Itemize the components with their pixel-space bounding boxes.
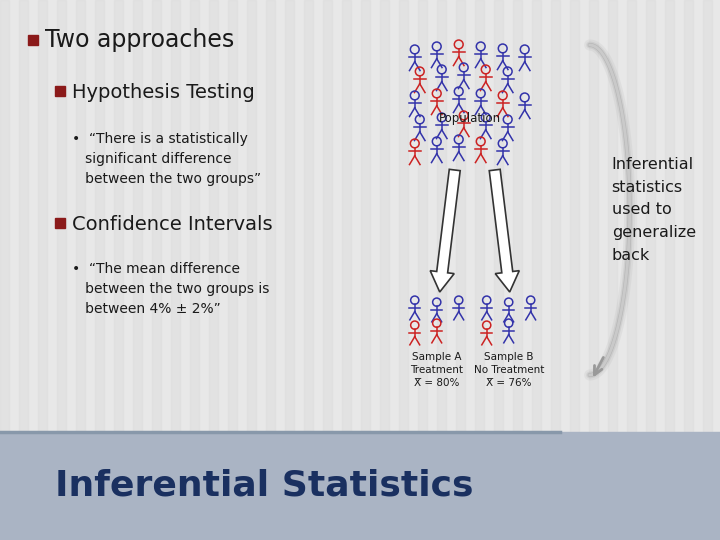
Bar <box>703 0 711 540</box>
Bar <box>55 218 65 228</box>
Polygon shape <box>430 170 460 292</box>
Bar <box>379 0 389 540</box>
Bar <box>399 0 408 540</box>
Bar <box>171 0 180 540</box>
Bar <box>513 0 522 540</box>
Polygon shape <box>490 170 519 292</box>
Bar <box>608 0 616 540</box>
Bar <box>152 0 161 540</box>
Bar <box>683 0 693 540</box>
Bar <box>570 0 579 540</box>
Bar <box>209 0 218 540</box>
Bar <box>228 0 237 540</box>
Bar <box>247 0 256 540</box>
Bar <box>38 0 47 540</box>
Bar <box>114 0 123 540</box>
Text: •  “The mean difference
   between the two groups is
   between 4% ± 2%”: • “The mean difference between the two g… <box>72 262 269 316</box>
Bar <box>342 0 351 540</box>
Bar <box>474 0 484 540</box>
Bar <box>285 0 294 540</box>
Bar <box>626 0 636 540</box>
Bar <box>456 0 464 540</box>
Text: Inferential Statistics: Inferential Statistics <box>55 469 474 503</box>
Text: Sample B
No Treatment
X̅ = 76%: Sample B No Treatment X̅ = 76% <box>474 352 544 388</box>
Bar <box>437 0 446 540</box>
Bar <box>0 432 719 540</box>
Bar <box>531 0 541 540</box>
Bar <box>551 0 559 540</box>
Bar <box>190 0 199 540</box>
Bar <box>418 0 427 540</box>
Bar <box>95 0 104 540</box>
Bar <box>304 0 312 540</box>
Bar <box>323 0 332 540</box>
Bar <box>361 0 370 540</box>
Text: Sample A
Treatment
X̅ = 80%: Sample A Treatment X̅ = 80% <box>410 352 463 388</box>
Bar <box>665 0 674 540</box>
Bar <box>589 0 598 540</box>
Bar <box>55 86 65 96</box>
Bar <box>133 0 142 540</box>
Bar <box>28 35 38 45</box>
Text: Population: Population <box>438 112 501 125</box>
Bar <box>0 0 9 540</box>
Bar <box>266 0 275 540</box>
Text: Inferential
statistics
used to
generalize
back: Inferential statistics used to generaliz… <box>611 157 696 263</box>
Bar <box>19 0 28 540</box>
Bar <box>76 0 85 540</box>
Bar <box>646 0 654 540</box>
Text: •  “There is a statistically
   significant difference
   between the two groups: • “There is a statistically significant … <box>72 132 261 186</box>
Text: Two approaches: Two approaches <box>45 28 234 52</box>
Text: Confidence Intervals: Confidence Intervals <box>72 214 273 233</box>
Bar <box>494 0 503 540</box>
Text: Hypothesis Testing: Hypothesis Testing <box>72 83 255 102</box>
Bar <box>57 0 66 540</box>
